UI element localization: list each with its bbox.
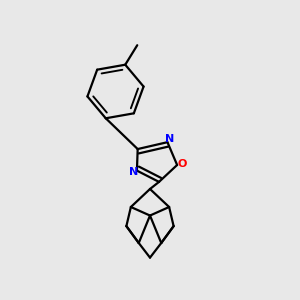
Text: N: N: [129, 167, 138, 177]
Text: O: O: [177, 159, 187, 170]
Text: N: N: [165, 134, 174, 144]
